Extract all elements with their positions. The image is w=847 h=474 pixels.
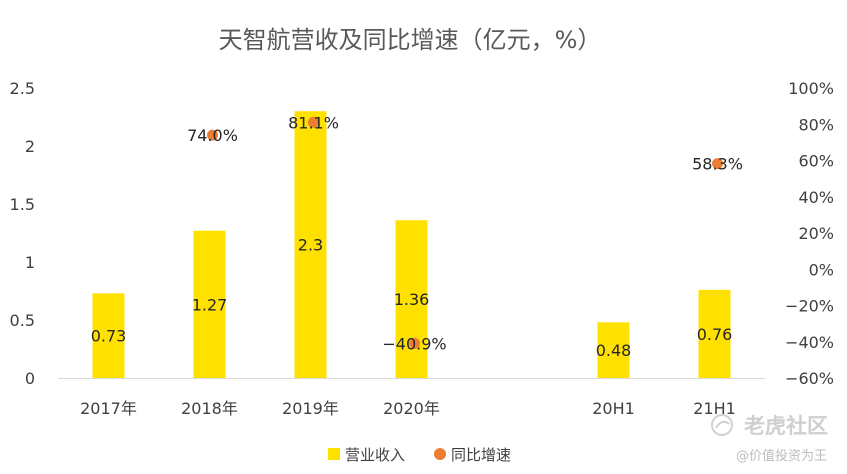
y-left-tick-label: 1 <box>25 253 35 272</box>
x-tick-label: 2019年 <box>282 399 339 418</box>
bar-data-label: 2.3 <box>298 236 323 255</box>
x-tick-label: 2018年 <box>181 399 238 418</box>
growth-point <box>207 129 218 141</box>
y-right-tick-label: 80% <box>798 115 834 134</box>
y-left-tick-label: 0 <box>25 369 35 388</box>
x-tick-label: 2017年 <box>80 399 137 418</box>
bar-data-label: 0.76 <box>697 325 733 344</box>
bar <box>92 293 125 378</box>
y-right-tick-label: 0% <box>809 260 834 279</box>
x-tick-label: 2020年 <box>383 399 440 418</box>
bar <box>698 289 731 378</box>
bar-series: 0.73 1.27 2.3 1.36 0.48 0.76 <box>91 111 733 378</box>
legend-swatch-growth <box>434 448 446 460</box>
growth-point <box>308 116 319 128</box>
bar-data-label: 1.36 <box>394 290 430 309</box>
x-tick-label: 21H1 <box>693 399 736 418</box>
legend-label-revenue: 营业收入 <box>345 446 405 464</box>
y-axis-right: −60% −40% −20% 0% 20% 40% 60% 80% 100% <box>785 79 834 388</box>
y-right-tick-label: −20% <box>785 297 834 316</box>
legend-label-growth: 同比增速 <box>451 446 511 464</box>
growth-data-label: 74.0% <box>187 126 238 145</box>
x-tick-label: 20H1 <box>592 399 635 418</box>
bar <box>395 220 428 378</box>
bar <box>294 111 327 378</box>
y-axis-left: 0 0.5 1 1.5 2 2.5 <box>10 79 35 388</box>
tiger-logo-icon <box>711 414 733 436</box>
growth-data-label: 81.1% <box>288 113 339 132</box>
y-left-tick-label: 1.5 <box>10 195 35 214</box>
bar <box>597 322 630 378</box>
y-right-tick-label: 100% <box>788 79 834 98</box>
bar-data-label: 0.73 <box>91 327 127 346</box>
growth-point <box>409 337 420 349</box>
watermark: 老虎社区 @价值投资为王 <box>711 414 828 464</box>
bar-data-label: 0.48 <box>596 341 632 360</box>
growth-point <box>712 158 723 170</box>
bar <box>193 230 226 378</box>
y-left-tick-label: 0.5 <box>10 311 35 330</box>
legend: 营业收入 同比增速 <box>328 446 511 464</box>
y-left-tick-label: 2.5 <box>10 79 35 98</box>
watermark-sub: @价值投资为王 <box>736 448 827 464</box>
y-right-tick-label: −40% <box>785 333 834 352</box>
y-right-tick-label: 40% <box>798 188 834 207</box>
scatter-series: 74.0% 81.1% −40.9% 58.3% <box>187 113 743 353</box>
y-right-tick-label: 20% <box>798 224 834 243</box>
y-left-tick-label: 2 <box>25 137 35 156</box>
chart-title: 天智航营收及同比增速（亿元，%） <box>219 26 602 54</box>
watermark-text: 老虎社区 <box>744 414 828 438</box>
legend-swatch-revenue <box>328 448 340 460</box>
growth-data-label: −40.9% <box>382 334 446 353</box>
x-axis: 2017年 2018年 2019年 2020年 20H1 21H1 <box>80 399 736 418</box>
bar-data-label: 1.27 <box>192 295 228 314</box>
y-right-tick-label: −60% <box>785 369 834 388</box>
growth-data-label: 58.3% <box>692 155 743 174</box>
y-right-tick-label: 60% <box>798 152 834 171</box>
